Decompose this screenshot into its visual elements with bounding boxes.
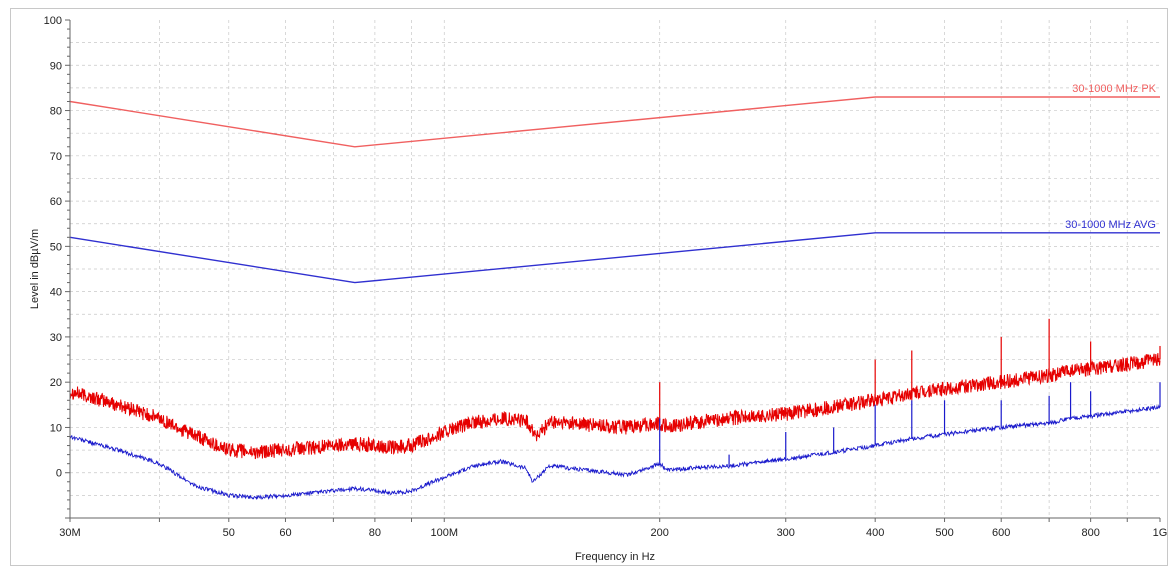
measurement-traces [69,318,1161,500]
y-tick-label: 40 [50,287,62,299]
x-axis-label: Frequency in Hz [575,551,655,563]
y-tick-label: 100 [44,15,62,27]
limit-line-avg [69,232,1160,284]
x-tick-label: 500 [935,527,953,539]
x-tick-label: 80 [369,527,381,539]
x-tick-label: 1G [1153,527,1168,539]
x-tick-label: 200 [651,527,669,539]
y-axis-label: Level in dBµV/m [29,229,41,309]
axes: 0 10 20 30 40 50 60 70 80 90 100 30M 50 60 80 100M 200 30… [44,15,1168,539]
limit-label-pk: 30-1000 MHz PK [1072,83,1156,95]
grid-lines [70,20,1160,518]
x-tick-label: 400 [866,527,884,539]
y-tick-label: 0 [56,468,62,480]
y-tick-label: 80 [50,106,62,118]
x-tick-label: 30M [59,527,80,539]
x-tick-label: 100M [430,527,458,539]
peak-trace [69,353,1161,460]
x-tick-label: 50 [223,527,235,539]
y-tick-label: 60 [50,196,62,208]
y-tick-label: 50 [50,241,62,253]
y-tick-label: 90 [50,60,62,72]
y-tick-label: 30 [50,332,62,344]
average-trace [69,404,1161,500]
y-tick-label: 10 [50,422,62,434]
x-tick-label: 600 [992,527,1010,539]
x-tick-label: 800 [1081,527,1099,539]
x-tick-label: 60 [279,527,291,539]
limit-lines: 30-1000 MHz PK 30-1000 MHz AVG [69,83,1160,284]
x-tick-label: 300 [777,527,795,539]
limit-line-pk [69,96,1160,148]
limit-label-avg: 30-1000 MHz AVG [1065,219,1156,231]
y-tick-label: 70 [50,151,62,163]
y-tick-label: 20 [50,377,62,389]
